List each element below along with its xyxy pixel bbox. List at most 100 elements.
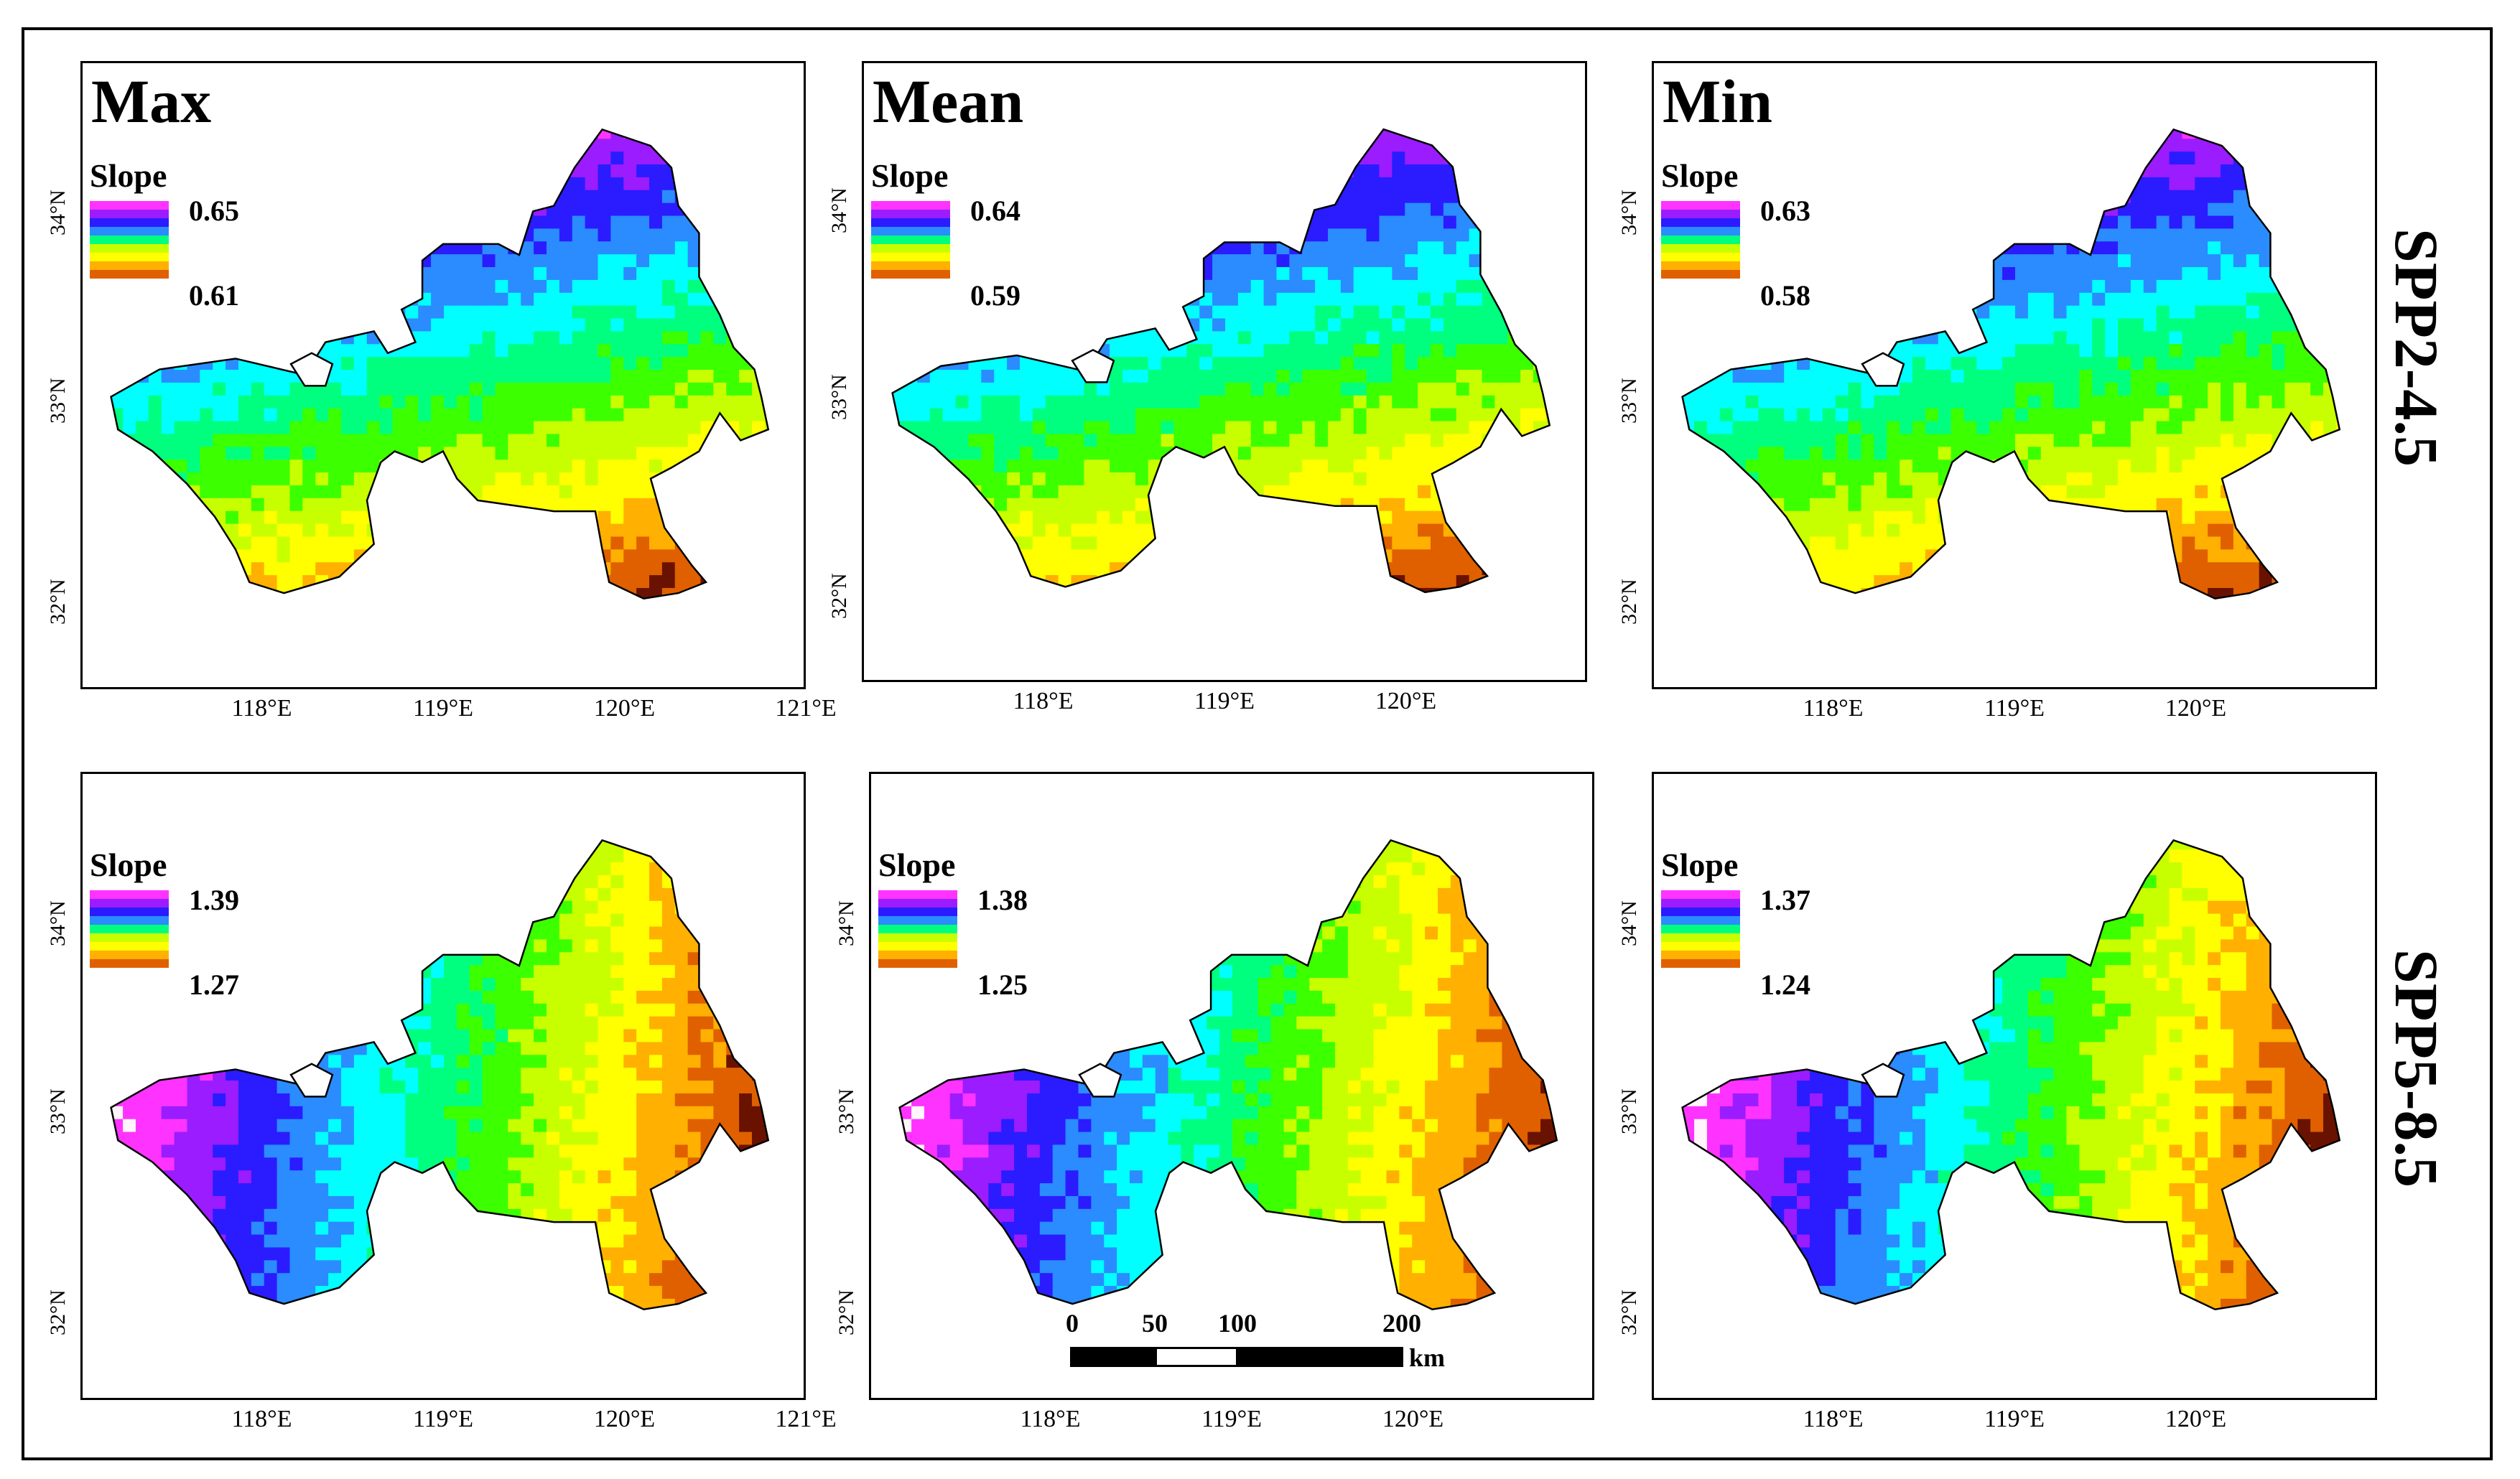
lon-tick-label: 118°E (1013, 688, 1074, 714)
legend-title: Slope (878, 846, 956, 883)
map-panel-2: Mean Slope 0.64 0.59 (862, 61, 1587, 682)
lon-tick-label: 118°E (1020, 1406, 1081, 1432)
map-panel-5: Slope 1.38 1.25 (869, 772, 1594, 1400)
legend-high-value: 1.39 (189, 884, 239, 916)
lon-tick-label: 119°E (412, 1406, 474, 1432)
legend-colorbar (878, 890, 957, 968)
lon-tick-label: 119°E (1984, 1406, 2045, 1432)
scale-unit: km (1409, 1343, 1446, 1372)
lat-tick-label: 34°N (46, 189, 70, 235)
region-outline (898, 839, 1558, 1311)
scale-segment-2 (1155, 1347, 1238, 1367)
legend-low-value: 1.24 (1760, 969, 1810, 1001)
legend-low-value: 0.58 (1760, 279, 1810, 312)
lake-outline (1078, 1063, 1122, 1098)
column-title: Min (1663, 67, 1772, 136)
scale-segment-1 (1070, 1347, 1155, 1367)
map-panel-1: Max Slope 0.65 0.61 (80, 61, 806, 689)
slope-map-3 (1681, 128, 2341, 600)
lake-outline (1861, 1063, 1905, 1098)
lat-tick-label: 34°N (46, 900, 70, 946)
legend-title: Slope (1661, 846, 1739, 883)
legend-colorbar (1661, 201, 1740, 279)
lon-tick-label: 120°E (2165, 695, 2227, 722)
legend-high-value: 1.37 (1760, 884, 1810, 916)
legend-title: Slope (871, 157, 949, 194)
legend-colorbar (871, 201, 950, 279)
scale-tick-100: 100 (1218, 1309, 1257, 1338)
legend-low-value: 1.25 (977, 969, 1028, 1001)
slope-map-6 (1681, 839, 2341, 1311)
scale-tick-50: 50 (1142, 1309, 1168, 1338)
legend-high-value: 0.64 (970, 195, 1020, 227)
figure-frame (22, 27, 2493, 1460)
lat-tick-label: 33°N (1617, 378, 1641, 424)
column-title: Mean (873, 67, 1024, 136)
lon-tick-label-end: 121°E (775, 1406, 837, 1432)
lat-tick-label: 32°N (1617, 579, 1641, 625)
scale-bar: 0 50 100 200 km (1066, 1308, 1451, 1380)
lon-tick-label: 118°E (231, 695, 292, 722)
lon-tick-label: 119°E (1194, 688, 1255, 714)
legend-colorbar (90, 890, 169, 968)
slope-map-5 (898, 839, 1558, 1311)
lon-tick-label: 120°E (2165, 1406, 2227, 1432)
scale-tick-0: 0 (1066, 1309, 1079, 1338)
lake-outline (289, 1063, 334, 1098)
lat-tick-label: 32°N (46, 579, 70, 625)
legend-colorbar (90, 201, 169, 279)
region-outline (891, 128, 1551, 594)
lat-tick-label: 32°N (834, 1289, 858, 1335)
map-panel-6: Slope 1.37 1.24 (1652, 772, 2377, 1400)
scale-segment-3 (1238, 1347, 1403, 1367)
lat-tick-label: 33°N (834, 1088, 858, 1134)
lake-outline (1071, 349, 1115, 383)
lake-outline (1861, 352, 1905, 387)
lat-tick-label: 34°N (1617, 189, 1641, 235)
legend-high-value: 0.65 (189, 195, 239, 227)
legend-high-value: 0.63 (1760, 195, 1810, 227)
lake-outline (289, 352, 334, 387)
legend-title: Slope (90, 157, 167, 194)
lon-tick-label: 120°E (1375, 688, 1437, 714)
legend-low-value: 0.59 (970, 279, 1020, 312)
legend-low-value: 1.27 (189, 969, 239, 1001)
region-outline (110, 128, 770, 600)
region-outline (1681, 128, 2341, 600)
lon-tick-label: 118°E (1803, 695, 1864, 722)
slope-map-1 (110, 128, 770, 600)
lat-tick-label: 33°N (46, 378, 70, 424)
lon-tick-label: 120°E (1382, 1406, 1444, 1432)
lon-tick-label: 119°E (412, 695, 474, 722)
lat-tick-label: 34°N (1617, 900, 1641, 946)
lat-tick-label: 32°N (1617, 1289, 1641, 1335)
lon-tick-label: 118°E (231, 1406, 292, 1432)
lat-tick-label: 33°N (827, 374, 851, 420)
lat-tick-label: 32°N (46, 1289, 70, 1335)
lon-tick-label: 119°E (1201, 1406, 1263, 1432)
row-label-ssp585: SPP5-8.5 (2382, 949, 2451, 1188)
lat-tick-label: 33°N (46, 1088, 70, 1134)
lon-tick-label: 120°E (593, 1406, 656, 1432)
row-label-ssp245: SPP2-4.5 (2382, 228, 2451, 467)
map-panel-3: Min Slope 0.63 0.58 (1652, 61, 2377, 689)
legend-high-value: 1.38 (977, 884, 1028, 916)
region-outline (1681, 839, 2341, 1311)
legend-title: Slope (90, 846, 167, 883)
legend-low-value: 0.61 (189, 279, 239, 312)
column-title: Max (91, 67, 212, 136)
legend-colorbar (1661, 890, 1740, 968)
lon-tick-label: 120°E (593, 695, 656, 722)
lon-tick-label-end: 121°E (775, 695, 837, 722)
legend-title: Slope (1661, 157, 1739, 194)
lat-tick-label: 33°N (1617, 1088, 1641, 1134)
slope-map-4 (110, 839, 770, 1311)
lat-tick-label: 34°N (827, 187, 851, 234)
map-panel-4: Slope 1.39 1.27 (80, 772, 806, 1400)
lat-tick-label: 34°N (834, 900, 858, 946)
region-outline (110, 839, 770, 1311)
slope-map-2 (891, 128, 1551, 594)
scale-tick-200: 200 (1382, 1309, 1421, 1338)
lon-tick-label: 118°E (1803, 1406, 1864, 1432)
lat-tick-label: 32°N (827, 572, 851, 619)
